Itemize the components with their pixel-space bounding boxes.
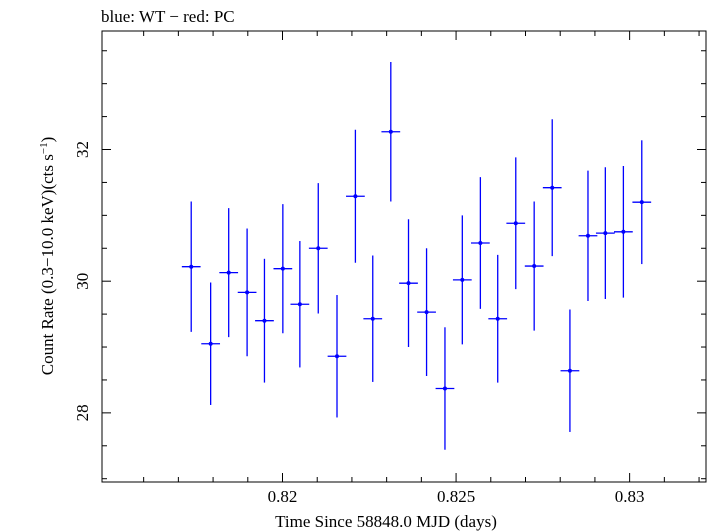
point-marker (388, 129, 393, 134)
axis-ticks: 0.82 0.825 0.83 28 30 32 (73, 31, 706, 506)
data-point (632, 140, 652, 265)
data-point (255, 258, 274, 383)
data-point (201, 282, 221, 405)
data-point (237, 228, 257, 357)
point-marker (639, 200, 644, 205)
point-marker (478, 241, 483, 246)
point-marker (550, 185, 555, 190)
point-marker (495, 316, 500, 321)
point-marker (460, 277, 465, 282)
point-marker (226, 270, 231, 275)
x-tick-label: 0.83 (615, 487, 645, 506)
data-point (417, 248, 436, 376)
point-marker (316, 246, 321, 251)
data-points (181, 61, 652, 450)
y-axis-label-end: ) (38, 137, 57, 143)
point-marker (532, 264, 537, 269)
x-tick-label: 0.825 (437, 487, 475, 506)
data-point (308, 183, 328, 314)
data-point (273, 204, 293, 334)
data-point (578, 170, 598, 301)
point-marker (442, 386, 447, 391)
point-marker (208, 341, 213, 346)
point-marker (245, 290, 250, 295)
y-axis-label: Count Rate (0.3−10.0 keV)(cts s−1) (38, 137, 57, 376)
data-point (470, 177, 490, 309)
y-tick-label: 28 (73, 404, 92, 421)
y-axis-label-main: Count Rate (0.3−10.0 keV)(cts s (38, 154, 57, 375)
plot-frame (101, 30, 707, 483)
point-marker (280, 266, 285, 271)
data-point (363, 255, 383, 382)
data-point (219, 208, 239, 338)
point-marker (370, 316, 375, 321)
data-point (181, 201, 201, 332)
data-point (506, 157, 526, 290)
chart-title: blue: WT − red: PC (101, 7, 235, 26)
data-point (452, 215, 472, 345)
y-axis-label-sup: −1 (38, 142, 50, 154)
data-point (290, 241, 310, 368)
data-point (435, 327, 455, 450)
data-point (542, 119, 562, 257)
point-marker (621, 229, 626, 234)
point-marker (297, 302, 302, 307)
data-point (346, 129, 365, 263)
data-point (381, 61, 401, 202)
point-marker (335, 354, 340, 359)
point-marker (513, 221, 518, 226)
x-tick-label: 0.82 (268, 487, 298, 506)
data-point (327, 295, 347, 418)
data-point (488, 254, 508, 383)
point-marker (262, 318, 267, 323)
point-marker (424, 310, 429, 315)
data-point (560, 309, 580, 432)
y-tick-label: 30 (73, 273, 92, 290)
point-marker (353, 194, 358, 199)
data-point (595, 167, 615, 299)
point-marker (585, 233, 590, 238)
data-point (614, 165, 633, 298)
point-marker (567, 368, 572, 373)
y-tick-label: 32 (73, 141, 92, 158)
x-axis-label: Time Since 58848.0 MJD (days) (275, 512, 497, 531)
point-marker (406, 281, 411, 286)
data-point (399, 219, 418, 348)
point-marker (603, 231, 608, 236)
point-marker (189, 264, 194, 269)
data-point (524, 201, 544, 331)
